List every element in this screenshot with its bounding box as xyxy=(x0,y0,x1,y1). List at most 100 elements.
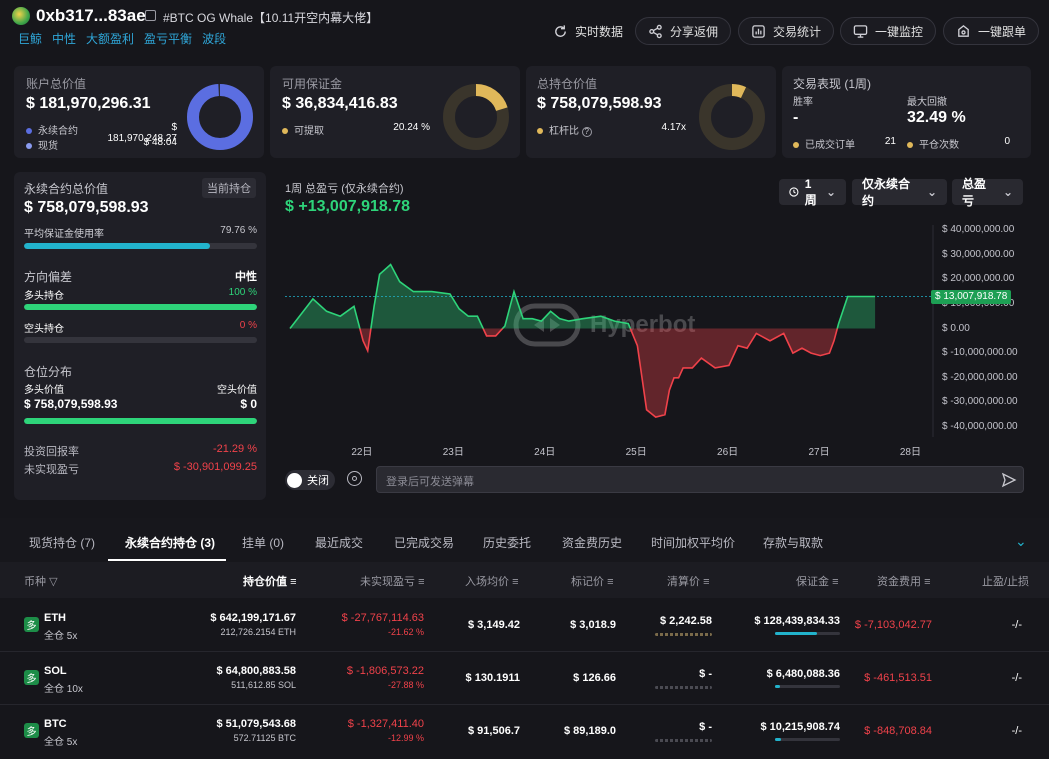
col-mark-price[interactable]: 标记价 ≡ xyxy=(571,573,613,589)
account-donut xyxy=(187,84,253,150)
y-tick-label: $ 40,000,000.00 xyxy=(942,224,1015,235)
mark-price: $ 126.66 xyxy=(573,672,616,684)
unrealized-pnl-pct: -21.62 % xyxy=(387,627,424,637)
current-position-badge[interactable]: 当前持仓 xyxy=(202,178,256,198)
wallet-tag-list: 巨鲸 中性 大额盈利 盈亏平衡 波段 xyxy=(18,30,226,47)
entry-price: $ 91,506.7 xyxy=(468,725,520,737)
tab-recent-fills[interactable]: 最近成交 xyxy=(315,536,364,550)
trade-stats-button[interactable]: 交易统计 xyxy=(738,17,835,45)
coin-symbol: BTC xyxy=(44,718,67,730)
tab-perp-holdings[interactable]: 永续合约持仓 (3) xyxy=(125,536,216,550)
col-liq-label: 清算价 xyxy=(667,576,700,588)
tag-neutral[interactable]: 中性 xyxy=(52,32,77,46)
danmaku-input[interactable]: 登录后可发送弹幕 xyxy=(376,466,1024,493)
unrealized-pnl: $ -27,767,114.63 xyxy=(341,612,424,624)
long-value-label: 多头价值 xyxy=(24,385,64,396)
copy-icon[interactable] xyxy=(145,10,156,21)
col-upnl-label: 未实现盈亏 xyxy=(360,576,415,588)
position-value-title: 总持仓价值 xyxy=(537,77,598,91)
realtime-data-button[interactable]: 实时数据 xyxy=(540,17,636,45)
col-position-value-label: 持仓价值 xyxy=(243,576,287,588)
danmaku-toggle[interactable]: 关闭 xyxy=(285,470,335,490)
tag-swing[interactable]: 波段 xyxy=(202,32,227,46)
one-click-monitor-button[interactable]: 一键监控 xyxy=(840,17,937,45)
filter-icon[interactable]: ▽ xyxy=(49,576,58,588)
trade-stats-label: 交易统计 xyxy=(773,24,822,39)
leverage-label: 杠杆比 xyxy=(549,126,579,137)
col-liq-price[interactable]: 清算价 ≡ xyxy=(667,573,709,589)
col-funding[interactable]: 资金费用 ≡ xyxy=(877,573,930,589)
watermark-text: Hyperbot xyxy=(590,311,696,338)
send-icon[interactable] xyxy=(1001,472,1017,488)
long-position-label: 多头持仓 xyxy=(24,291,64,302)
help-icon[interactable]: ? xyxy=(581,127,592,137)
col-entry-price[interactable]: 入场均价 ≡ xyxy=(465,573,518,589)
mark-price: $ 3,018.9 xyxy=(570,619,616,631)
position-qty: 511,612.85 SOL xyxy=(231,680,296,690)
withdrawable-row: 可提取 xyxy=(282,122,324,137)
y-tick-label: $ -40,000,000.00 xyxy=(942,421,1018,432)
closed-orders-dot xyxy=(793,142,799,149)
table-row-btc[interactable]: 多 BTC 全仓 5x $ 51,079,543.68 572.71125 BT… xyxy=(0,705,1049,759)
liq-distance-bar xyxy=(655,633,712,636)
tag-breakeven[interactable]: 盈亏平衡 xyxy=(144,32,193,46)
tab-deposits-withdrawals[interactable]: 存款与取款 xyxy=(763,536,824,550)
period-dropdown[interactable]: 1周 ⌄ xyxy=(779,177,846,207)
col-margin[interactable]: 保证金 ≡ xyxy=(796,573,838,589)
pnl-type-dropdown[interactable]: 总盈亏 ⌄ xyxy=(952,177,1023,208)
tab-twap[interactable]: 时间加权平均价 xyxy=(651,536,736,550)
current-pnl-tag: $ 13,007,918.78 xyxy=(931,290,1012,304)
danmaku-settings-icon[interactable] xyxy=(347,471,362,486)
position-qty: 212,726.2154 ETH xyxy=(220,627,296,637)
long-badge: 多 xyxy=(24,723,39,738)
margin-bar-track xyxy=(775,738,840,741)
tab-spot-holdings[interactable]: 现货持仓 (7) xyxy=(29,536,96,550)
long-badge: 多 xyxy=(24,670,39,685)
tpsl-value: -/- xyxy=(1011,672,1022,684)
account-value-card: 账户总价值 $ 181,970,296.31 永续合约 $ 181,970,24… xyxy=(14,66,264,158)
wallet-address: 0xb317...83ae xyxy=(36,6,146,25)
margin-usage-bar xyxy=(24,243,257,249)
toggle-label: 关闭 xyxy=(307,475,329,487)
perp-dot xyxy=(26,128,32,135)
table-row-sol[interactable]: 多 SOL 全仓 10x $ 64,800,883.58 511,612.85 … xyxy=(0,652,1049,705)
perp-total-value: $ 758,079,598.93 xyxy=(24,199,149,216)
tab-completed-trades[interactable]: 已完成交易 xyxy=(394,536,455,550)
unrealized-pnl-pct: -27.88 % xyxy=(387,680,424,690)
margin-bar-fill xyxy=(775,685,780,688)
col-margin-label: 保证金 xyxy=(796,576,829,588)
distribution-bar xyxy=(24,418,257,424)
tab-funding-history[interactable]: 资金费历史 xyxy=(562,536,623,550)
col-position-value[interactable]: 持仓价值 ≡ xyxy=(243,573,296,589)
margin-amount: $ 10,215,908.74 xyxy=(760,721,840,733)
y-tick-label: $ -10,000,000.00 xyxy=(942,347,1018,359)
tab-order-history[interactable]: 历史委托 xyxy=(483,536,532,550)
sort-icon: ≡ xyxy=(832,576,839,588)
position-value: $ 642,199,171.67 xyxy=(210,612,296,624)
tpsl-value: -/- xyxy=(1011,725,1022,737)
spot-dot xyxy=(26,143,32,150)
tab-open-orders[interactable]: 挂单 (0) xyxy=(242,536,285,550)
x-tick-label: 27日 xyxy=(808,447,830,458)
col-tpsl: 止盈/止损 xyxy=(982,573,1029,589)
col-unrealized-pnl[interactable]: 未实现盈亏 ≡ xyxy=(360,573,424,589)
col-coin[interactable]: 币种 ▽ xyxy=(24,573,58,589)
refresh-icon xyxy=(555,24,566,37)
tag-whale[interactable]: 巨鲸 xyxy=(18,32,43,46)
collapse-chevron-icon[interactable]: ⌄ xyxy=(1015,533,1027,549)
performance-title: 交易表现 (1周) xyxy=(793,77,872,91)
chart-watermark: Hyperbot xyxy=(512,300,695,350)
tag-big-profit[interactable]: 大额盈利 xyxy=(86,32,135,46)
col-coin-label: 币种 xyxy=(24,576,46,588)
table-row-eth[interactable]: 多 ETH 全仓 5x $ 642,199,171.67 212,726.215… xyxy=(0,599,1049,652)
performance-card: 交易表现 (1周) 胜率 - 最大回撤 32.49 % 已成交订单 21 平仓次… xyxy=(782,66,1031,158)
long-position-bar xyxy=(24,304,257,310)
position-donut xyxy=(699,84,765,150)
perp-summary-panel: 永续合约总价值 当前持仓 $ 758,079,598.93 平均保证金使用率 7… xyxy=(14,172,266,500)
unrealized-pnl: $ -1,806,573.22 xyxy=(346,665,424,677)
share-rebate-button[interactable]: 分享返佣 xyxy=(635,17,732,45)
withdrawable-dot xyxy=(282,128,288,135)
contract-filter-dropdown[interactable]: 仅永续合约 ⌄ xyxy=(852,177,947,208)
available-margin-value: $ 36,834,416.83 xyxy=(282,95,398,112)
one-click-follow-button[interactable]: 一键跟单 xyxy=(943,17,1040,45)
